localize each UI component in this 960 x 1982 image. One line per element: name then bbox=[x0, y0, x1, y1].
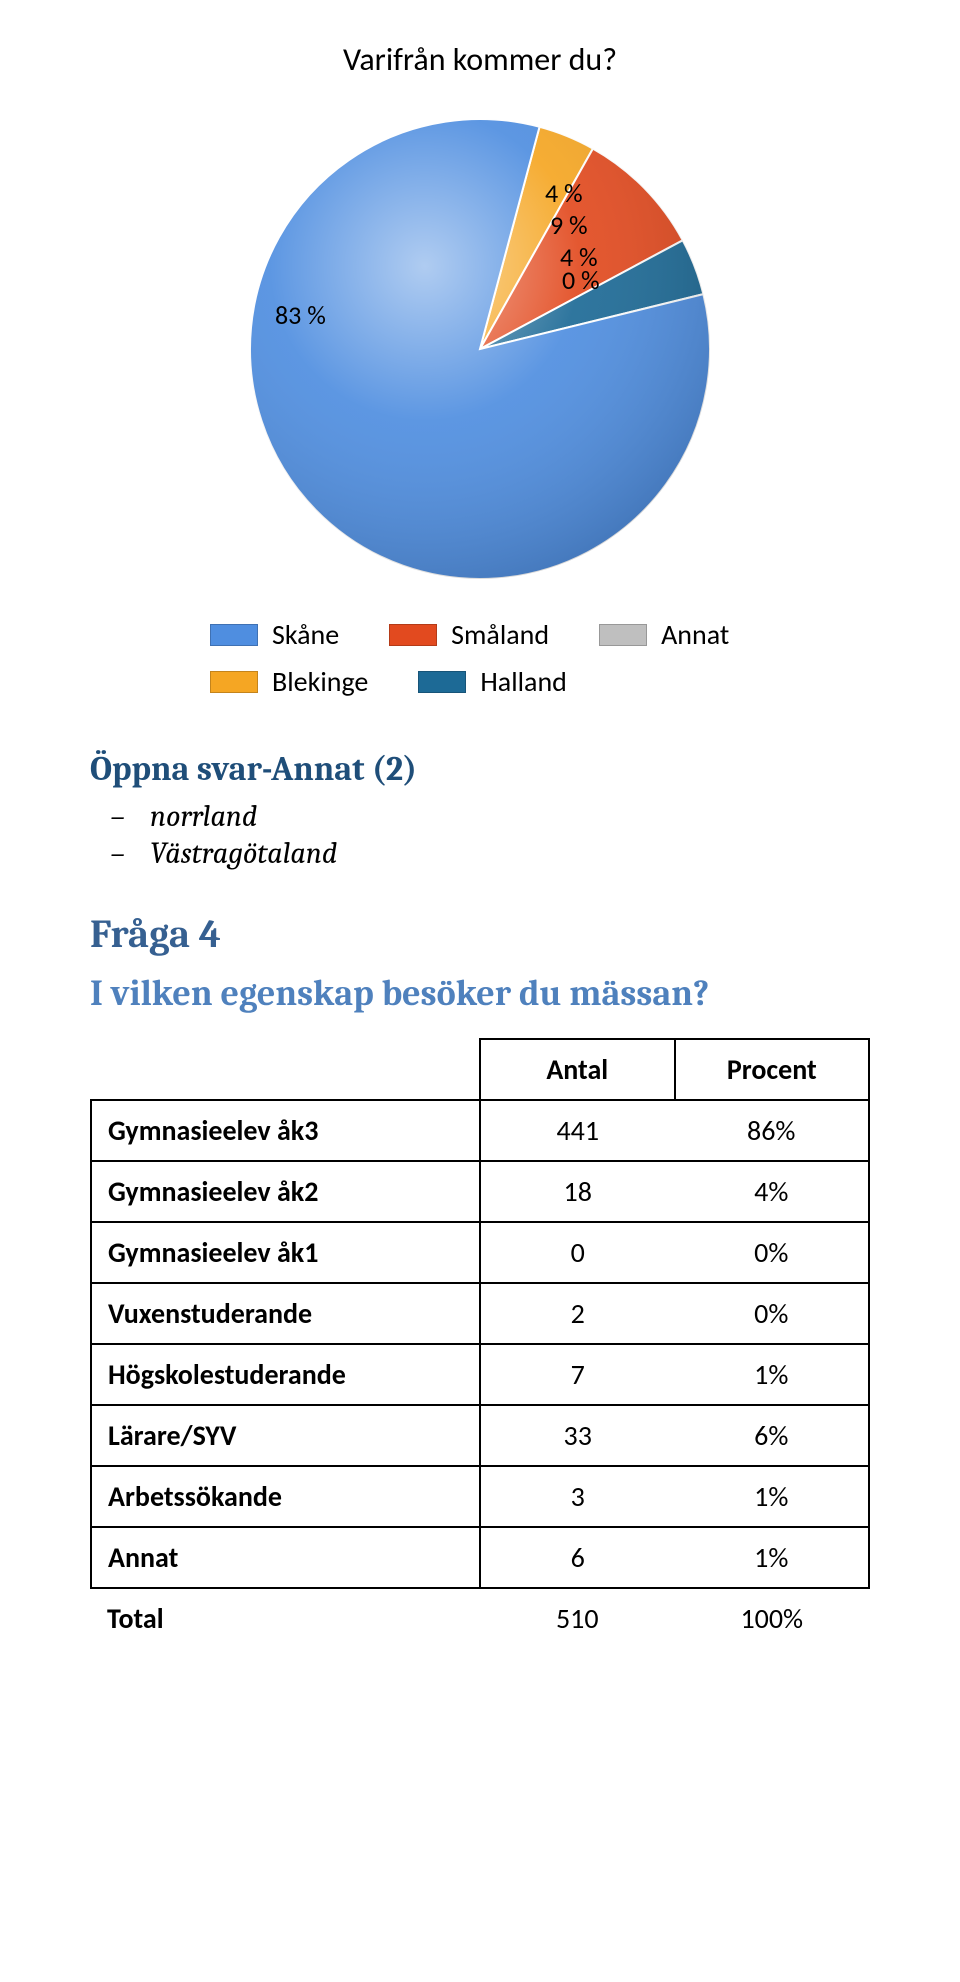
table-cell-percent: 1% bbox=[675, 1344, 870, 1405]
table-cell-label: Gymnasieelev åk3 bbox=[91, 1100, 480, 1161]
table-cell-label: Arbetssökande bbox=[91, 1466, 480, 1527]
table-total-percent: 100% bbox=[675, 1588, 870, 1648]
open-answers-heading: Öppna svar-Annat (2) bbox=[90, 749, 870, 789]
table-cell-percent: 1% bbox=[675, 1466, 870, 1527]
table-row: Vuxenstuderande20% bbox=[91, 1283, 869, 1344]
legend-label: Småland bbox=[451, 617, 549, 652]
table-cell-count: 18 bbox=[480, 1161, 675, 1222]
pie-label-9: 9 % bbox=[550, 209, 588, 241]
table-cell-count: 0 bbox=[480, 1222, 675, 1283]
pie-svg bbox=[220, 89, 740, 609]
legend-item: Småland bbox=[389, 617, 549, 652]
table-cell-label: Gymnasieelev åk2 bbox=[91, 1161, 480, 1222]
table-total-count: 510 bbox=[480, 1588, 675, 1648]
open-answers-list: norrlandVästragötaland bbox=[90, 799, 870, 871]
table-cell-label: Annat bbox=[91, 1527, 480, 1588]
legend-label: Skåne bbox=[272, 617, 339, 652]
pie-label-4a: 4 % bbox=[545, 177, 583, 209]
page: Varifrån kommer du? 83 % 4 % 9 % 4 % 0 % bbox=[0, 0, 960, 1708]
chart-legend: Skåne Småland Annat Blekinge Halland bbox=[90, 609, 870, 699]
pie-chart-region: Varifrån kommer du? 83 % 4 % 9 % 4 % 0 % bbox=[90, 40, 870, 699]
pie-label-83: 83 % bbox=[275, 299, 326, 331]
legend-label: Blekinge bbox=[272, 664, 368, 699]
table-header-count: Antal bbox=[480, 1039, 675, 1100]
legend-swatch bbox=[210, 671, 258, 693]
table-cell-count: 441 bbox=[480, 1100, 675, 1161]
legend-item: Blekinge bbox=[210, 664, 368, 699]
legend-item: Skåne bbox=[210, 617, 339, 652]
table-cell-percent: 1% bbox=[675, 1527, 870, 1588]
table-cell-label: Gymnasieelev åk1 bbox=[91, 1222, 480, 1283]
table-total-label: Total bbox=[91, 1588, 480, 1648]
results-table: Antal Procent Gymnasieelev åk344186%Gymn… bbox=[90, 1038, 870, 1648]
table-cell-percent: 0% bbox=[675, 1222, 870, 1283]
pie-label-0: 0 % bbox=[562, 264, 600, 296]
question-text: I vilken egenskap besöker du mässan? bbox=[90, 973, 870, 1014]
legend-swatch bbox=[599, 624, 647, 646]
table-row: Lärare/SYV336% bbox=[91, 1405, 869, 1466]
table-header-percent: Procent bbox=[675, 1039, 870, 1100]
table-total-row: Total510100% bbox=[91, 1588, 869, 1648]
table-row: Högskolestuderande71% bbox=[91, 1344, 869, 1405]
table-row: Arbetssökande31% bbox=[91, 1466, 869, 1527]
table-cell-percent: 86% bbox=[675, 1100, 870, 1161]
table-cell-count: 3 bbox=[480, 1466, 675, 1527]
pie-chart: 83 % 4 % 9 % 4 % 0 % bbox=[90, 89, 870, 609]
table-cell-count: 6 bbox=[480, 1527, 675, 1588]
table-row: Annat61% bbox=[91, 1527, 869, 1588]
table-cell-percent: 0% bbox=[675, 1283, 870, 1344]
table-cell-percent: 4% bbox=[675, 1161, 870, 1222]
legend-item: Halland bbox=[418, 664, 567, 699]
table-header-row: Antal Procent bbox=[91, 1039, 869, 1100]
table-row: Gymnasieelev åk344186% bbox=[91, 1100, 869, 1161]
legend-swatch bbox=[210, 624, 258, 646]
question-number: Fråga 4 bbox=[90, 911, 870, 957]
table-cell-percent: 6% bbox=[675, 1405, 870, 1466]
legend-label: Annat bbox=[661, 617, 729, 652]
legend-swatch bbox=[418, 671, 466, 693]
table-row: Gymnasieelev åk100% bbox=[91, 1222, 869, 1283]
table-cell-count: 7 bbox=[480, 1344, 675, 1405]
table-cell-label: Lärare/SYV bbox=[91, 1405, 480, 1466]
chart-title: Varifrån kommer du? bbox=[90, 40, 870, 79]
open-answer-item: norrland bbox=[150, 799, 870, 834]
open-answer-item: Västragötaland bbox=[150, 836, 870, 871]
table-cell-label: Vuxenstuderande bbox=[91, 1283, 480, 1344]
table-cell-label: Högskolestuderande bbox=[91, 1344, 480, 1405]
table-row: Gymnasieelev åk2184% bbox=[91, 1161, 869, 1222]
table-cell-count: 2 bbox=[480, 1283, 675, 1344]
table-cell-count: 33 bbox=[480, 1405, 675, 1466]
legend-swatch bbox=[389, 624, 437, 646]
legend-label: Halland bbox=[480, 664, 567, 699]
legend-item: Annat bbox=[599, 617, 729, 652]
